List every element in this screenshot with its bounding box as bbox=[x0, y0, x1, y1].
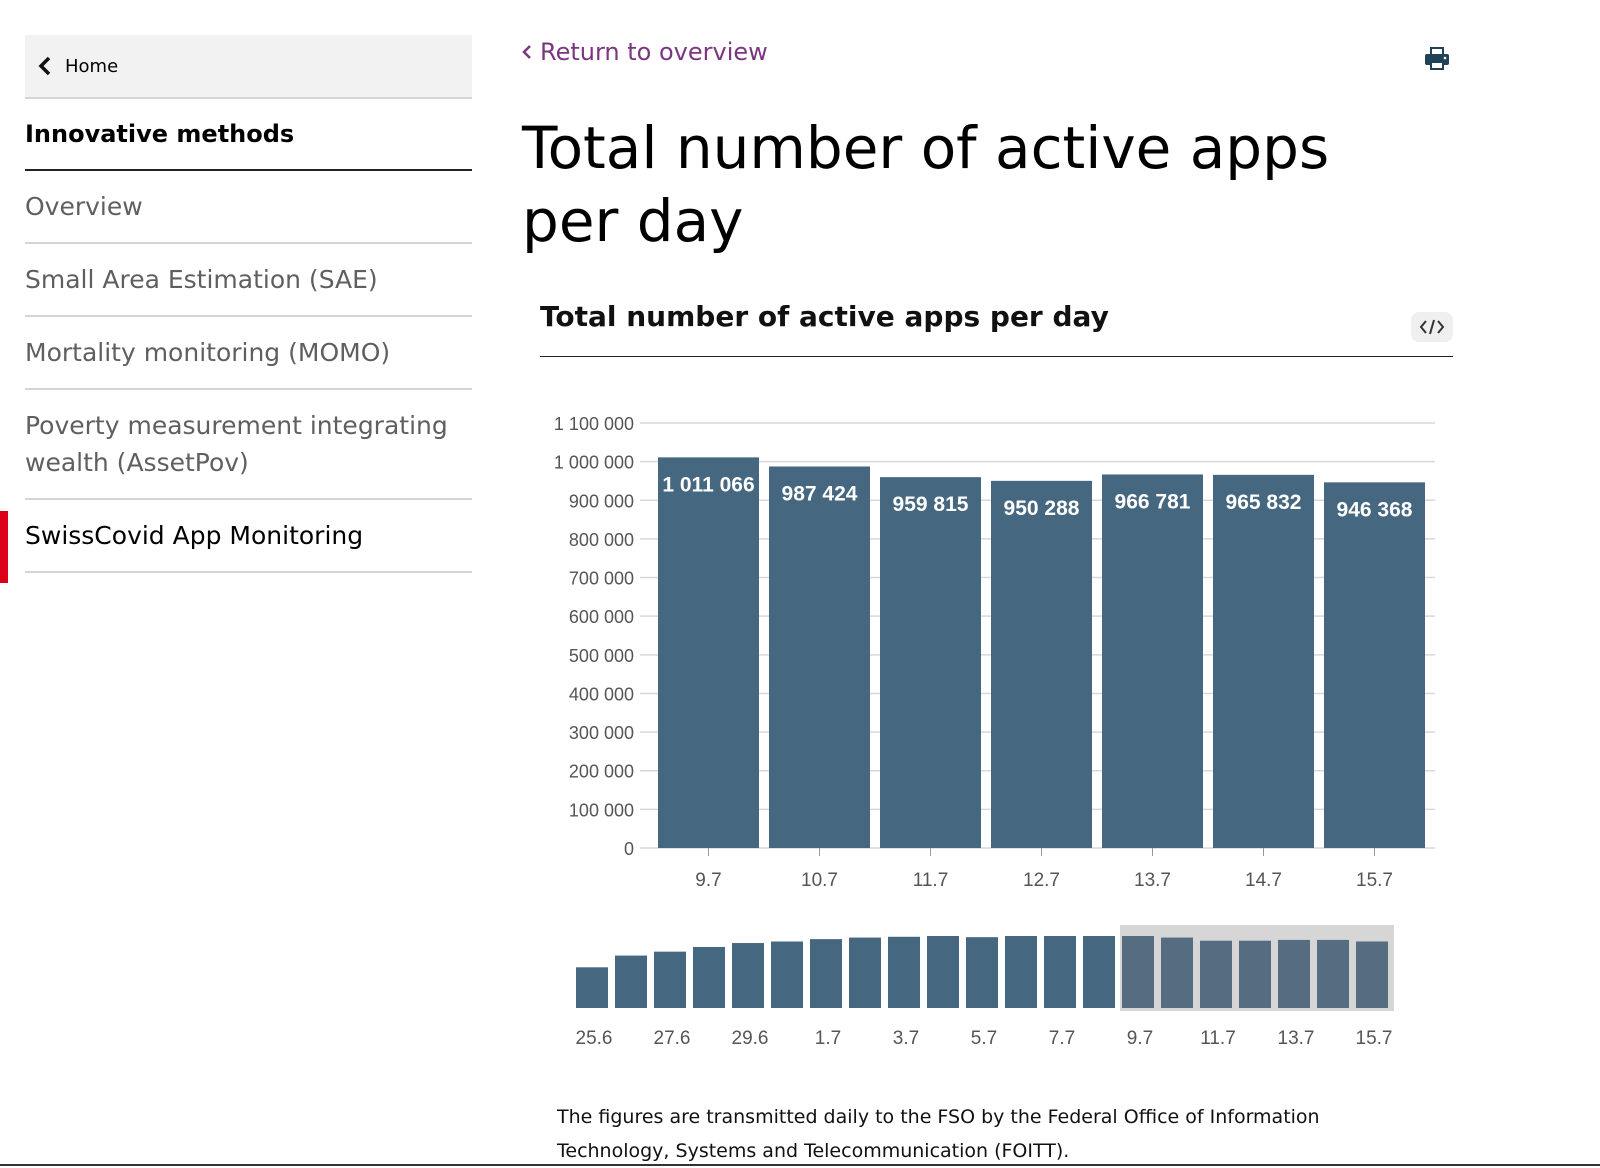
embed-code-button[interactable] bbox=[1411, 312, 1453, 342]
navigator-tick-label: 3.7 bbox=[893, 1028, 919, 1045]
navigator-bar bbox=[693, 946, 725, 1008]
print-icon[interactable] bbox=[1424, 45, 1450, 71]
navigator-bar bbox=[1044, 936, 1076, 1008]
y-tick-label: 300 000 bbox=[569, 723, 634, 743]
navigator-bar bbox=[654, 951, 686, 1008]
x-tick-label: 12.7 bbox=[1023, 870, 1060, 891]
chevron-left-icon bbox=[38, 56, 51, 76]
navigator-tick-label: 11.7 bbox=[1200, 1028, 1236, 1045]
return-label: Return to overview bbox=[540, 38, 768, 66]
bar-chart: 0 100 000 200 000 300 000 400 000 500 000 600 … bbox=[554, 414, 1435, 891]
navigator-bar bbox=[732, 943, 764, 1008]
y-tick-label: 400 000 bbox=[569, 684, 634, 704]
navigator-tick-label: 1.7 bbox=[815, 1028, 841, 1045]
sidebar: Home Innovative methods Overview Small A… bbox=[25, 35, 472, 573]
navigator-bar bbox=[1356, 941, 1388, 1008]
navigator-bar bbox=[615, 955, 647, 1008]
y-tick-label: 800 000 bbox=[569, 530, 634, 550]
navigator-bar bbox=[1278, 939, 1310, 1008]
sidebar-item-momo[interactable]: Mortality monitoring (MOMO) bbox=[25, 317, 472, 390]
y-tick-label: 100 000 bbox=[569, 800, 634, 820]
navigator-bar bbox=[771, 941, 803, 1008]
x-tick-label: 10.7 bbox=[801, 870, 838, 891]
x-tick-label: 15.7 bbox=[1356, 870, 1393, 891]
navigator-tick-label: 13.7 bbox=[1278, 1028, 1315, 1045]
bar bbox=[1213, 474, 1314, 848]
range-navigator-chart[interactable]: 25.6 27.6 29.6 1.7 3.7 5.7 7.7 9.7 11.7 13.7 15.7 bbox=[560, 925, 1410, 1045]
bar bbox=[769, 466, 870, 848]
navigator-tick-label: 29.6 bbox=[732, 1028, 769, 1045]
bar bbox=[658, 457, 759, 848]
y-tick-label: 700 000 bbox=[569, 569, 634, 589]
y-tick-label: 500 000 bbox=[569, 646, 634, 666]
navigator-bar bbox=[1239, 940, 1271, 1008]
navigator-bar bbox=[966, 937, 998, 1008]
active-item-marker bbox=[0, 511, 8, 583]
data-label: 950 288 bbox=[1004, 497, 1080, 520]
chart-title-rule bbox=[540, 356, 1453, 357]
navigator-tick-label: 9.7 bbox=[1127, 1028, 1153, 1045]
page-title: Total number of active apps per day bbox=[522, 114, 1330, 255]
navigator-bar bbox=[1083, 936, 1115, 1008]
navigator-bar bbox=[888, 936, 920, 1008]
bar bbox=[880, 477, 981, 848]
x-tick-label: 11.7 bbox=[913, 870, 949, 891]
data-label: 959 815 bbox=[893, 493, 969, 516]
y-tick-label: 1 000 000 bbox=[554, 453, 634, 473]
data-label: 965 832 bbox=[1226, 491, 1302, 514]
sidebar-item-swisscovid[interactable]: SwissCovid App Monitoring bbox=[25, 500, 472, 573]
sidebar-item-assetpov[interactable]: Poverty measurement integrating wealth (… bbox=[25, 390, 472, 500]
navigator-bar bbox=[849, 937, 881, 1008]
bar bbox=[1102, 474, 1203, 848]
data-label: 1 011 066 bbox=[662, 473, 754, 496]
x-tick-label: 9.7 bbox=[695, 870, 721, 891]
navigator-bar bbox=[576, 967, 608, 1008]
navigator-bar bbox=[810, 939, 842, 1008]
code-icon bbox=[1419, 319, 1445, 335]
sidebar-section-title: Innovative methods bbox=[25, 99, 472, 171]
navigator-tick-label: 27.6 bbox=[654, 1028, 691, 1045]
navigator-bar bbox=[927, 936, 959, 1008]
y-tick-label: 0 bbox=[624, 839, 634, 859]
data-label: 987 424 bbox=[782, 482, 858, 505]
home-label: Home bbox=[65, 55, 119, 77]
navigator-bar bbox=[1200, 940, 1232, 1008]
data-label: 966 781 bbox=[1115, 490, 1191, 513]
footnote: The figures are transmitted daily to the… bbox=[557, 1106, 1320, 1162]
bottom-border bbox=[0, 1164, 1600, 1166]
navigator-tick-label: 15.7 bbox=[1356, 1028, 1393, 1045]
x-tick-label: 13.7 bbox=[1134, 870, 1171, 891]
chart-title: Total number of active apps per day bbox=[540, 300, 1109, 333]
bar bbox=[1324, 482, 1425, 848]
navigator-bar bbox=[1161, 937, 1193, 1008]
home-button[interactable]: Home bbox=[25, 35, 472, 99]
bar bbox=[991, 480, 1092, 848]
y-tick-label: 900 000 bbox=[569, 491, 634, 511]
y-tick-label: 600 000 bbox=[569, 607, 634, 627]
navigator-bar bbox=[1122, 936, 1154, 1008]
sidebar-item-sae[interactable]: Small Area Estimation (SAE) bbox=[25, 244, 472, 317]
y-tick-label: 1 100 000 bbox=[554, 414, 634, 434]
navigator-tick-label: 7.7 bbox=[1049, 1028, 1075, 1045]
chevron-left-icon bbox=[522, 45, 531, 59]
x-tick-label: 14.7 bbox=[1245, 870, 1282, 891]
data-label: 946 368 bbox=[1337, 498, 1413, 521]
sidebar-item-overview[interactable]: Overview bbox=[25, 171, 472, 244]
y-tick-label: 200 000 bbox=[569, 762, 634, 782]
navigator-tick-label: 5.7 bbox=[971, 1028, 997, 1045]
navigator-bar bbox=[1005, 936, 1037, 1008]
return-to-overview-link[interactable]: Return to overview bbox=[522, 38, 768, 66]
navigator-bar bbox=[1317, 939, 1349, 1008]
navigator-tick-label: 25.6 bbox=[576, 1028, 613, 1045]
